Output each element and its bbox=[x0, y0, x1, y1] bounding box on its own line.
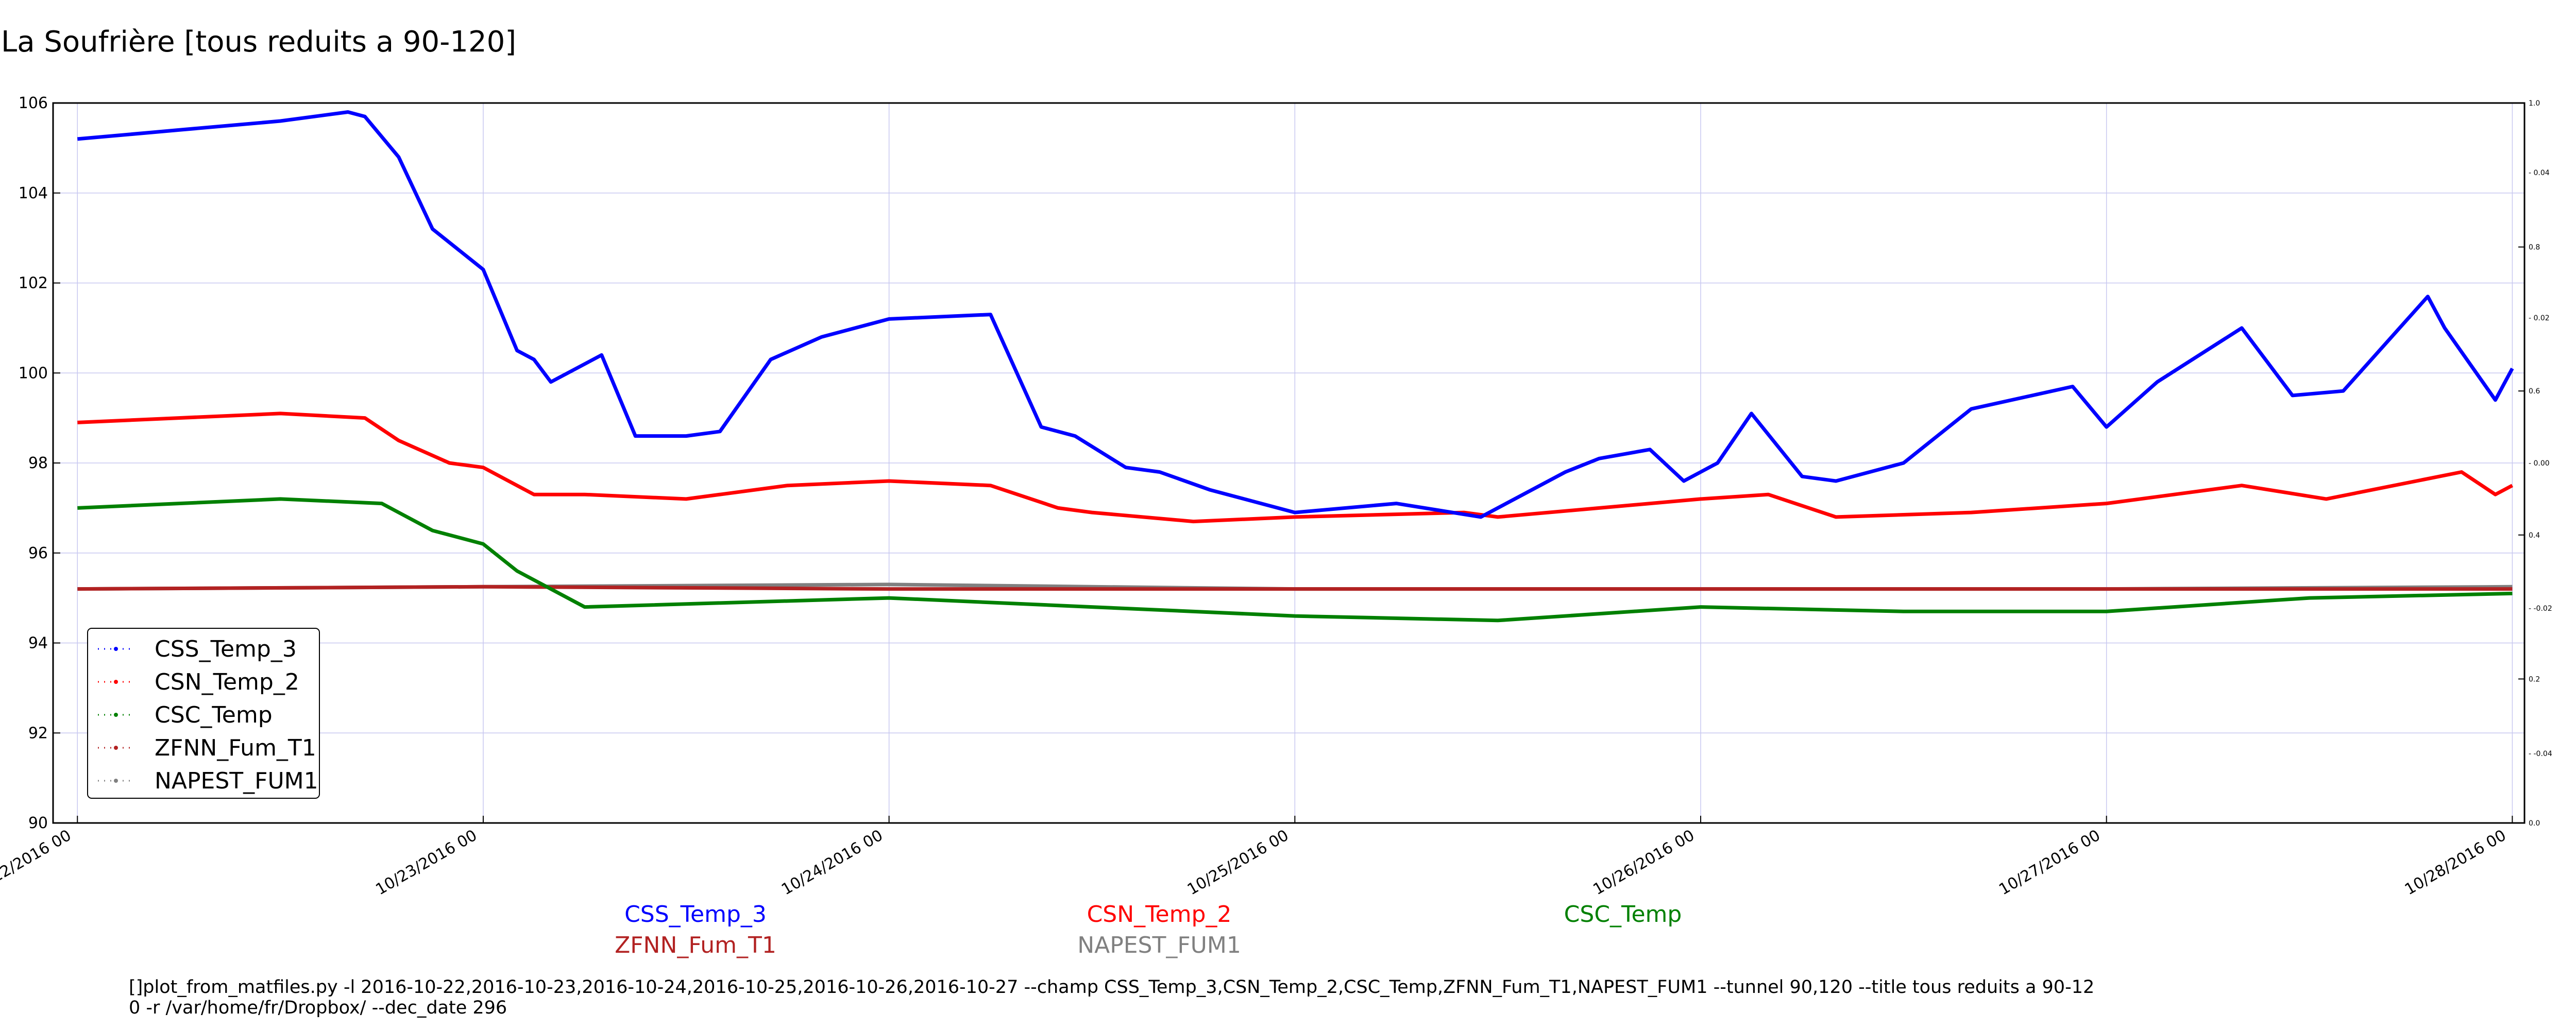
x-tick-label: 10/28/2016 00 bbox=[2402, 827, 2510, 899]
y-tick-label: 106 bbox=[19, 94, 48, 112]
y-tick-label: 98 bbox=[28, 454, 48, 472]
series-label-csn_temp_2: CSN_Temp_2 bbox=[1087, 901, 1232, 928]
right-tick-label: 0.0 bbox=[2529, 819, 2540, 828]
series-label-csc_temp: CSC_Temp bbox=[1564, 901, 1682, 928]
legend: CSS_Temp_3 CSN_Temp_2 CSC_Temp ZFNN_Fum_T1 N… bbox=[87, 628, 320, 799]
right-inner-tick-label: - 0.02 bbox=[2529, 314, 2550, 322]
grid bbox=[53, 103, 2524, 823]
right-tick-label: 1.0 bbox=[2529, 99, 2540, 108]
right-tick-label: 0.8 bbox=[2529, 244, 2540, 252]
x-tick-label: 10/26/2016 00 bbox=[1590, 827, 1698, 899]
x-tick-label: 10/27/2016 00 bbox=[1996, 827, 2104, 899]
right-tick-label: 0.4 bbox=[2529, 531, 2540, 540]
x-tick-label: 10/24/2016 00 bbox=[778, 827, 886, 899]
y-tick-label: 96 bbox=[28, 544, 48, 562]
series-label-css_temp_3: CSS_Temp_3 bbox=[624, 901, 767, 928]
y-tick-label: 90 bbox=[28, 814, 48, 832]
series-line-csn_temp_2 bbox=[77, 411, 2514, 524]
legend-box bbox=[87, 628, 320, 799]
y-tick-label: 92 bbox=[28, 724, 48, 742]
legend-label: ZFNN_Fum_T1 bbox=[155, 735, 316, 761]
series-lines bbox=[77, 110, 2514, 623]
legend-marker bbox=[114, 647, 118, 651]
right-tick-label: 0.6 bbox=[2529, 387, 2540, 396]
right-inner-tick-label: - 0.00 bbox=[2529, 459, 2550, 468]
right-tick-label: 0.2 bbox=[2529, 675, 2540, 683]
series-line-csc_temp bbox=[77, 497, 2513, 623]
command-line-1: []plot_from_matfiles.py -l 2016-10-22,20… bbox=[129, 977, 2094, 998]
right-inner-tick-label: - -0.04 bbox=[2529, 750, 2552, 758]
legend-label: CSN_Temp_2 bbox=[155, 669, 299, 695]
series-line-zfnn_fum_t1 bbox=[77, 585, 2513, 591]
series-labels: CSS_Temp_3 ZFNN_Fum_T1 CSN_Temp_2 NAPEST_FU… bbox=[615, 901, 1682, 958]
legend-marker bbox=[114, 713, 118, 717]
legend-marker bbox=[114, 746, 118, 750]
y-tick-label: 100 bbox=[19, 364, 48, 382]
right-inner-tick-label: - 0.04 bbox=[2529, 169, 2550, 177]
x-tick-label: 10/25/2016 00 bbox=[1184, 827, 1292, 899]
legend-label: NAPEST_FUM1 bbox=[155, 768, 318, 794]
y-axis: 90 92 94 96 98 100 102 104 106 bbox=[19, 94, 60, 832]
series-label-zfnn_fum_t1: ZFNN_Fum_T1 bbox=[615, 932, 776, 958]
chart-title: La Soufrière [tous reduits a 90-120] bbox=[1, 25, 516, 59]
legend-label: CSC_Temp bbox=[155, 702, 273, 728]
right-axis: 0.0 0.2 0.4 0.6 0.8 1.0 - -0.04 - -0.02 - 0.00 - … bbox=[2518, 99, 2552, 828]
x-axis: 22/2016 00 10/23/2016 00 10/24/2016 00 10/2… bbox=[0, 816, 2513, 899]
legend-label: CSS_Temp_3 bbox=[155, 636, 297, 662]
y-tick-label: 104 bbox=[19, 184, 48, 202]
series-line-css_temp_3 bbox=[77, 110, 2514, 519]
legend-marker bbox=[114, 779, 118, 783]
command-line-2: 0 -r /var/home/fr/Dropbox/ --dec_date 29… bbox=[129, 998, 507, 1018]
x-tick-label: 10/23/2016 00 bbox=[372, 827, 480, 899]
series-label-napest_fum1: NAPEST_FUM1 bbox=[1077, 932, 1241, 958]
legend-marker bbox=[114, 680, 118, 684]
y-tick-label: 94 bbox=[28, 634, 48, 653]
right-inner-tick-label: - -0.02 bbox=[2529, 605, 2552, 613]
x-tick-label: 22/2016 00 bbox=[0, 827, 74, 886]
y-tick-label: 102 bbox=[19, 274, 48, 293]
